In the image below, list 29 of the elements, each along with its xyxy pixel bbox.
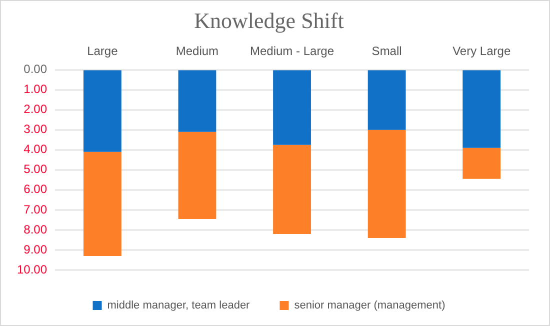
bar xyxy=(462,70,501,148)
y-tick-label: 1.00 xyxy=(24,82,48,96)
y-tick-label: 0.00 xyxy=(24,62,48,76)
bar xyxy=(83,152,122,256)
bar xyxy=(83,70,122,152)
y-tick-label: 9.00 xyxy=(24,242,48,256)
x-tick-label: Very Large xyxy=(452,44,511,58)
y-tick-label: 3.00 xyxy=(24,122,48,136)
x-tick-label: Medium - Large xyxy=(250,44,334,58)
bar xyxy=(273,70,311,145)
legend-label: middle manager, team leader xyxy=(107,300,250,312)
legend-label: senior manager (management) xyxy=(294,300,446,312)
x-tick-label: Large xyxy=(87,44,118,58)
y-tick-label: 2.00 xyxy=(24,102,48,116)
bar xyxy=(368,130,406,238)
bar xyxy=(273,144,311,234)
y-tick-label: 10.00 xyxy=(17,262,48,276)
y-tick-label: 8.00 xyxy=(24,222,48,236)
x-tick-label: Small xyxy=(372,44,402,58)
y-tick-label: 6.00 xyxy=(24,182,48,196)
chart-title: Knowledge Shift xyxy=(194,8,344,33)
bar xyxy=(462,148,501,179)
bar xyxy=(178,132,216,219)
y-tick-label: 7.00 xyxy=(24,202,48,216)
y-tick-label: 4.00 xyxy=(24,142,48,156)
x-tick-label: Medium xyxy=(176,44,219,58)
bar xyxy=(368,70,406,130)
y-tick-label: 5.00 xyxy=(24,162,48,176)
bar xyxy=(178,70,216,132)
